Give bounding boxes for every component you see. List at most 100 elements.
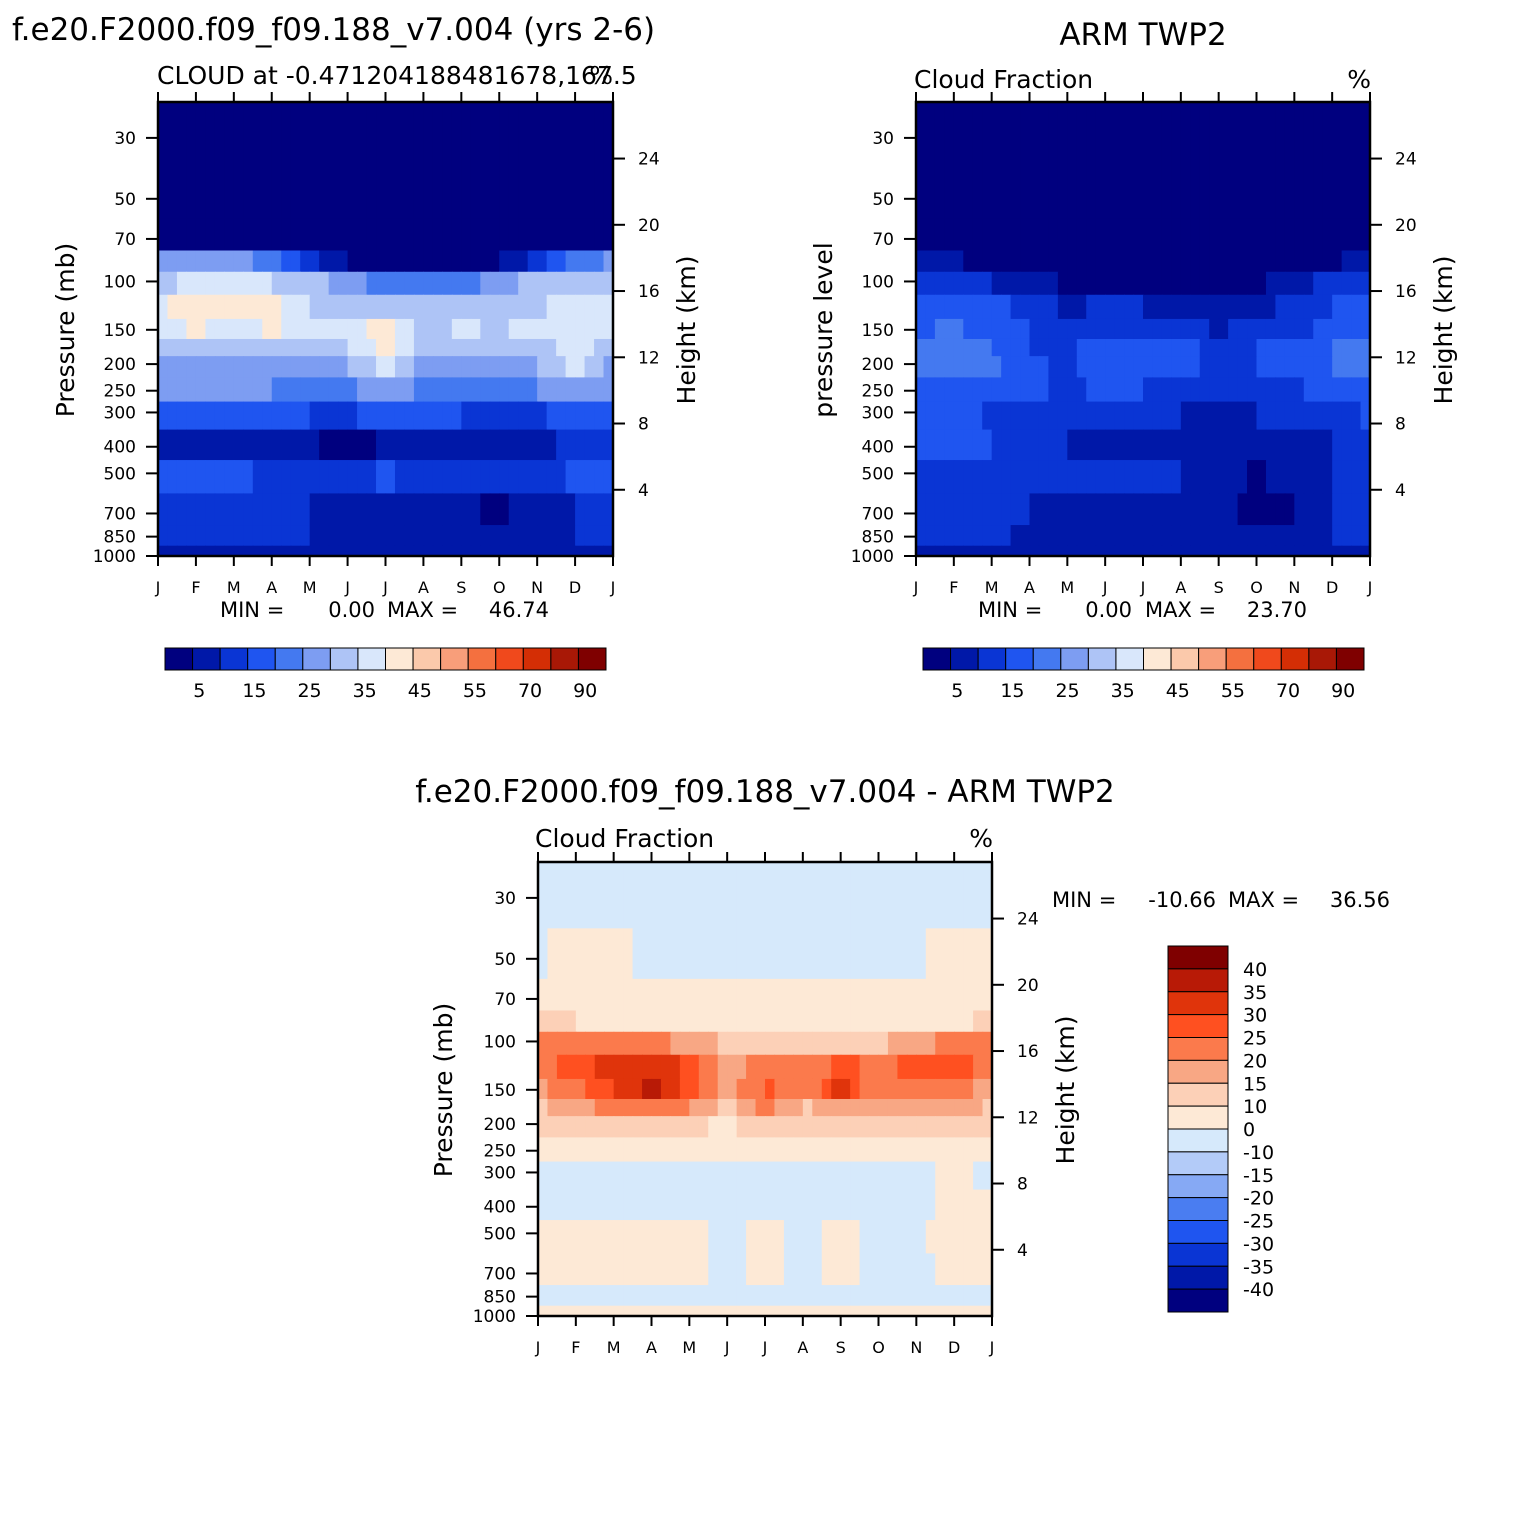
y-tick-label-1-0: 30	[872, 129, 894, 149]
contour-cell-2-13-42	[935, 1253, 946, 1286]
contour-cell-2-12-39	[906, 1220, 917, 1255]
x-tick-label-2-0: J	[535, 1338, 541, 1357]
contour-cell-2-5-31	[831, 1054, 842, 1080]
contour-cell-0-2-18	[328, 218, 339, 252]
contour-cell-1-4-22	[1124, 271, 1135, 296]
contour-cell-1-7-25	[1152, 338, 1163, 357]
contour-cell-2-4-17	[698, 1031, 709, 1056]
contour-cell-2-10-8	[613, 1161, 624, 1191]
contour-cell-2-0-31	[831, 862, 842, 929]
contour-cell-1-2-7	[982, 218, 993, 252]
contour-cell-0-13-40	[537, 493, 548, 526]
contour-cell-0-6-17	[319, 318, 330, 340]
contour-cell-0-15-45	[584, 545, 595, 557]
contour-cell-2-1-37	[887, 928, 899, 980]
contour-cell-0-11-32	[461, 429, 472, 461]
x-tick-label-2-2: M	[607, 1338, 621, 1357]
contour-cell-0-6-7	[224, 318, 235, 340]
contour-cell-0-14-35	[489, 525, 500, 547]
contour-cell-1-11-30	[1199, 429, 1210, 461]
contour-cell-1-15-20	[1105, 545, 1116, 557]
contour-cell-0-5-13	[281, 294, 292, 320]
contour-cell-0-4-21	[357, 271, 368, 296]
contour-cell-1-13-13	[1038, 493, 1050, 526]
contour-cell-2-2-5	[585, 978, 596, 1012]
contour-cell-1-2-16	[1067, 218, 1078, 252]
contour-cell-0-14-23	[376, 525, 387, 547]
contour-cell-0-11-17	[319, 429, 330, 461]
contour-cell-1-14-13	[1038, 525, 1050, 547]
contour-cell-0-3-8	[233, 250, 244, 273]
contour-cell-2-3-18	[708, 1010, 719, 1033]
contour-cell-0-5-23	[376, 294, 387, 320]
contour-cell-0-7-29	[432, 338, 443, 357]
contour-cell-1-6-25	[1152, 318, 1163, 340]
contour-cell-2-4-47	[982, 1031, 993, 1056]
contour-cell-0-5-45	[584, 294, 595, 320]
contour-cell-2-5-0	[538, 1054, 549, 1080]
contour-cell-2-10-18	[708, 1161, 719, 1191]
colorbar-label-2-3: 25	[1243, 1028, 1267, 1050]
contour-cell-1-11-47	[1360, 429, 1371, 461]
contour-cell-2-1-42	[935, 928, 946, 980]
contour-cell-0-13-6	[214, 493, 225, 526]
contour-cell-1-3-26	[1161, 250, 1172, 273]
contour-cell-0-7-2	[176, 338, 188, 357]
contour-cell-1-10-41	[1303, 401, 1314, 431]
contour-cell-0-11-30	[442, 429, 453, 461]
y2-tick-label-0-0: 4	[638, 481, 649, 501]
contour-cell-2-8-0	[538, 1116, 549, 1138]
contour-cell-0-12-19	[338, 460, 349, 495]
contour-cell-1-5-26	[1161, 294, 1172, 320]
contour-cell-0-0-21	[357, 102, 368, 169]
contour-cell-2-6-7	[604, 1078, 615, 1100]
contour-cell-2-13-9	[623, 1253, 634, 1286]
contour-cell-1-2-20	[1105, 218, 1116, 252]
contour-cell-2-9-25	[774, 1137, 785, 1163]
contour-cell-2-15-28	[802, 1305, 813, 1317]
panel-model-min-label: MIN =	[220, 598, 284, 622]
colorbar-label-2-0: 40	[1243, 959, 1267, 981]
contour-cell-0-1-29	[432, 168, 443, 220]
contour-cell-1-6-36	[1256, 318, 1267, 340]
contour-cell-0-0-27	[413, 102, 425, 169]
panel-diff-ylabel-right: Height (km)	[1051, 1016, 1080, 1165]
contour-cell-1-2-36	[1256, 218, 1267, 252]
contour-cell-1-2-39	[1284, 218, 1295, 252]
contour-cell-1-11-10	[1010, 429, 1021, 461]
contour-cell-0-4-12	[271, 271, 282, 296]
contour-cell-1-4-31	[1209, 271, 1220, 296]
contour-cell-0-14-31	[451, 525, 462, 547]
contour-cell-1-1-16	[1067, 168, 1078, 220]
contour-cell-0-2-30	[442, 218, 453, 252]
contour-cell-2-0-2	[556, 862, 567, 929]
contour-cell-1-1-25	[1152, 168, 1163, 220]
contour-cell-1-12-27	[1171, 460, 1182, 495]
contour-cell-2-4-20	[727, 1031, 738, 1056]
contour-cell-0-14-12	[271, 525, 282, 547]
contour-cell-1-8-8	[991, 356, 1002, 378]
contour-cell-2-6-47	[982, 1078, 993, 1100]
contour-cell-2-14-12	[651, 1285, 662, 1307]
contour-cell-2-7-13	[660, 1098, 672, 1117]
contour-cell-0-11-10	[252, 429, 263, 461]
contour-cell-2-6-28	[802, 1078, 813, 1100]
contour-cell-1-12-2	[934, 460, 945, 495]
colorbar-label-2-8: -10	[1243, 1142, 1274, 1164]
y-tick-label-1-11: 850	[862, 528, 894, 548]
contour-cell-0-15-35	[489, 545, 500, 557]
contour-cell-0-15-4	[195, 545, 206, 557]
contour-cell-0-8-46	[594, 356, 605, 378]
contour-cell-2-12-16	[689, 1220, 700, 1255]
contour-cell-1-0-37	[1265, 102, 1277, 169]
contour-cell-0-13-3	[186, 493, 197, 526]
x-tick-label-2-9: O	[872, 1338, 885, 1357]
contour-cell-1-8-31	[1209, 356, 1220, 378]
contour-cell-1-11-34	[1237, 429, 1248, 461]
contour-cell-1-6-10	[1010, 318, 1021, 340]
contour-cell-1-0-40	[1294, 102, 1305, 169]
contour-cell-1-2-21	[1114, 218, 1125, 252]
x-tick-label-1-7: A	[1175, 578, 1186, 597]
contour-cell-0-9-26	[404, 377, 415, 403]
contour-cell-0-10-1	[167, 401, 178, 431]
